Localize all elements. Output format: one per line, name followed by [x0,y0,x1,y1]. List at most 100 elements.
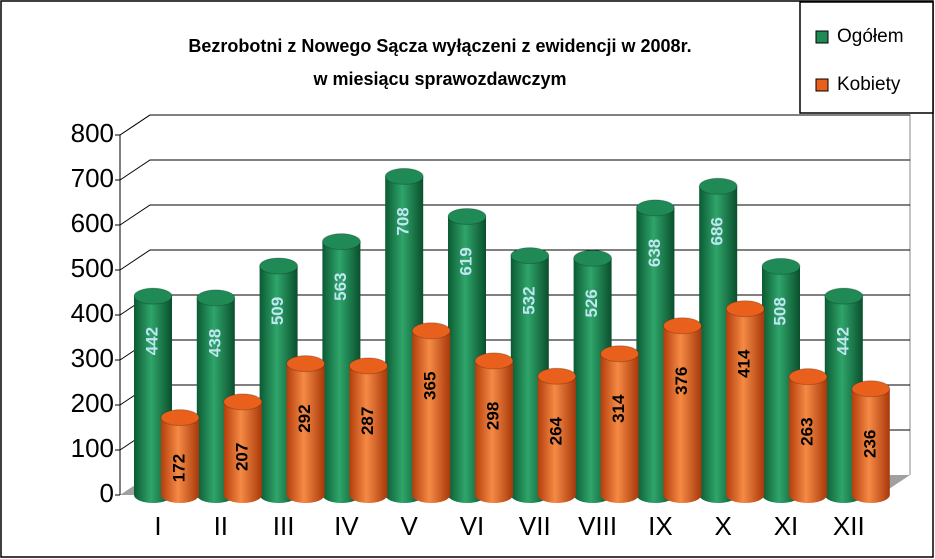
y-tick-label: 800 [71,118,114,148]
x-tick-label: IX [648,511,673,541]
bar-base [537,487,576,503]
y-tick-label: 100 [71,433,114,463]
value-label: 264 [546,416,565,445]
bar-body [663,325,702,495]
bar-body [223,401,262,495]
bar-top [348,357,388,375]
bar-body [726,308,765,495]
legend-label: Kobiety [837,74,901,95]
legend-swatch [815,78,829,92]
bar-top [788,368,828,386]
bar [851,380,891,503]
chart-title: Bezrobotni z Nowego Sącza wyłączeni z ew… [188,36,691,56]
value-label: 376 [672,367,691,395]
value-label: 442 [142,327,161,355]
x-tick-label: VI [460,511,485,541]
value-label: 442 [833,327,852,355]
bar-top [635,199,675,217]
bar-top [725,300,765,318]
bar-base [789,487,827,503]
bar-top [698,177,738,195]
x-tick-label: III [273,511,295,541]
bar-body [600,353,639,495]
value-label: 532 [519,286,538,314]
value-label: 236 [860,430,879,458]
bar-base [726,487,765,503]
value-label: 526 [582,289,601,317]
value-label: 263 [797,417,816,445]
bar [223,393,263,503]
bar-base [161,487,199,503]
bar-top [573,249,613,267]
value-label: 508 [770,297,789,325]
legend-swatch [815,30,829,44]
bar-top [259,257,299,275]
bar [348,357,388,503]
x-tick-label: IV [334,511,359,541]
x-tick-label: V [401,511,419,541]
bar-top [851,380,891,398]
value-label: 619 [456,247,475,275]
bar [474,352,514,503]
bar-top [196,289,236,307]
x-tick-label: VIII [578,511,617,541]
bar-body [412,330,451,495]
bar-top [321,233,361,251]
bar [662,317,702,503]
bar-top [447,207,487,225]
bar-top [761,257,801,275]
x-tick-label: VII [519,511,551,541]
bar-top [600,345,640,363]
bar-base [223,487,262,503]
bar-top [510,247,550,265]
legend [799,1,934,114]
bar-base [663,487,702,503]
value-label: 172 [169,454,188,482]
y-tick-label: 500 [71,253,114,283]
bar-body [286,363,325,495]
bar [160,409,200,503]
value-label: 207 [232,443,251,471]
value-label: 638 [645,239,664,267]
grid-line [119,159,910,181]
value-label: 287 [358,407,377,435]
bar-body [789,376,827,495]
value-label: 298 [483,402,502,430]
bar-top [662,317,702,335]
value-label: 292 [295,404,314,432]
bar-body [851,388,890,495]
y-tick-label: 0 [100,478,114,508]
bar [788,368,828,503]
bar [537,367,577,503]
bar [411,322,451,503]
bar [600,345,640,503]
x-tick-label: XI [774,511,799,541]
y-tick-label: 600 [71,208,114,238]
bar-top [160,409,200,427]
value-label: 563 [331,272,350,300]
chart-subtitle: w miesiącu sprawozdawczym [312,69,566,89]
bar-base [286,487,325,503]
value-label: 438 [205,329,224,357]
x-tick-label: I [154,511,161,541]
bar-base [475,487,513,503]
legend-label: Ogółem [837,26,904,47]
value-label: 365 [421,372,440,400]
bar-top [824,287,864,305]
y-tick-label: 300 [71,343,114,373]
bar-base [349,487,388,503]
bar-base [851,487,890,503]
y-tick-label: 200 [71,388,114,418]
bar-top [384,167,424,185]
bar-base [600,487,639,503]
bar-top [286,355,326,373]
value-label: 509 [268,297,287,325]
x-tick-label: II [214,511,228,541]
value-label: 314 [609,394,628,423]
x-tick-label: XII [833,511,865,541]
bar-top [223,393,263,411]
x-tick-label: X [715,511,732,541]
value-label: 686 [708,217,727,245]
y-tick-label: 700 [71,163,114,193]
